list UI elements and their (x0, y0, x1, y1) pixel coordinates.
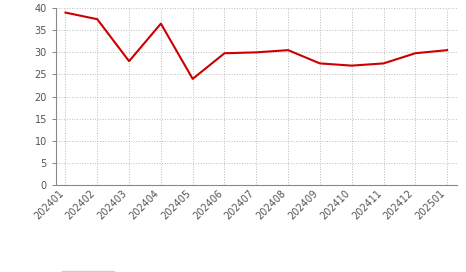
Legend: Total: Total (61, 271, 115, 272)
